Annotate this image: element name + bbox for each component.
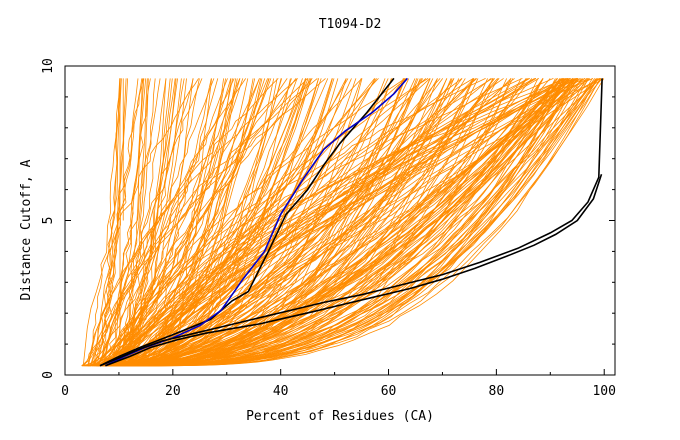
model-curve-208 [126,78,568,366]
chart-title: T1094-D2 [319,17,382,32]
y-tick-label-0: 0 [41,371,56,379]
model-curve-214 [111,78,573,367]
model-curve-255 [147,78,564,367]
black-curve-3 [99,78,603,367]
model-curve-25 [117,78,235,366]
model-curve-93 [90,78,326,366]
model-curve-32 [100,78,167,367]
model-curve-9 [81,78,215,366]
plot-area [81,77,605,367]
y-axis-label: Distance Cutoff, A [19,159,34,300]
model-curve-257 [144,78,587,367]
model-curve-119 [124,78,375,367]
model-curve-242 [134,78,589,366]
model-curve-200 [126,78,602,366]
x-tick-label-80: 80 [489,384,505,399]
model-curve-222 [140,78,581,367]
model-curve-251 [104,78,578,366]
model-curve-225 [116,78,571,366]
model-curve-204 [104,78,565,366]
x-tick-label-60: 60 [381,384,397,399]
model-curve-159 [109,78,444,367]
y-tick-label-10: 10 [41,58,56,74]
model-curve-19 [81,78,139,367]
model-curve-233 [105,78,569,367]
model-curve-254 [148,78,601,367]
model-curve-81 [116,78,313,366]
x-tick-label-0: 0 [61,384,69,399]
model-curve-100 [110,78,406,366]
model-curve-239 [140,78,586,366]
model-curve-258 [106,78,581,367]
model-curve-247 [114,78,600,367]
model-curve-72 [87,78,279,366]
model-curve-244 [150,78,576,367]
model-curve-224 [146,78,597,367]
x-axis-label: Percent of Residues (CA) [246,409,434,424]
model-curve-97 [108,78,272,367]
model-curve-241 [136,78,576,367]
model-curve-215 [142,78,594,366]
black-curve-1 [99,77,395,367]
y-tick-label-5: 5 [41,217,56,225]
black-curve-2 [105,173,603,367]
model-curve-95 [102,78,318,366]
model-curve-117 [126,78,297,366]
model-curve-253 [127,78,563,367]
model-curve-226 [103,78,588,367]
model-curve-39 [93,78,260,367]
model-curve-256 [130,78,579,367]
model-curve-218 [149,78,585,367]
model-curve-232 [107,78,569,367]
model-curve-193 [135,78,571,367]
model-curve-227 [104,78,598,367]
model-curve-33 [100,78,121,366]
x-tick-label-40: 40 [273,384,289,399]
model-curve-187 [128,78,536,366]
model-curve-246 [117,78,578,366]
x-tick-label-100: 100 [592,384,615,399]
model-curve-211 [134,78,579,366]
x-tick-label-20: 20 [165,384,181,399]
model-curve-238 [105,78,562,367]
model-curve-249 [123,78,566,366]
model-curve-179 [128,78,554,366]
model-curve-259 [119,78,599,367]
model-curve-243 [136,78,570,367]
model-curve-62 [90,78,308,366]
model-curve-26 [112,78,151,366]
axis-ticks: 0 20 40 60 80 100 0 5 10 [41,58,616,399]
model-curve-219 [134,78,564,367]
model-curve-38 [82,78,121,367]
model-curve-44 [89,78,128,367]
model-curve-127 [88,78,298,366]
model-curve-248 [118,78,583,367]
